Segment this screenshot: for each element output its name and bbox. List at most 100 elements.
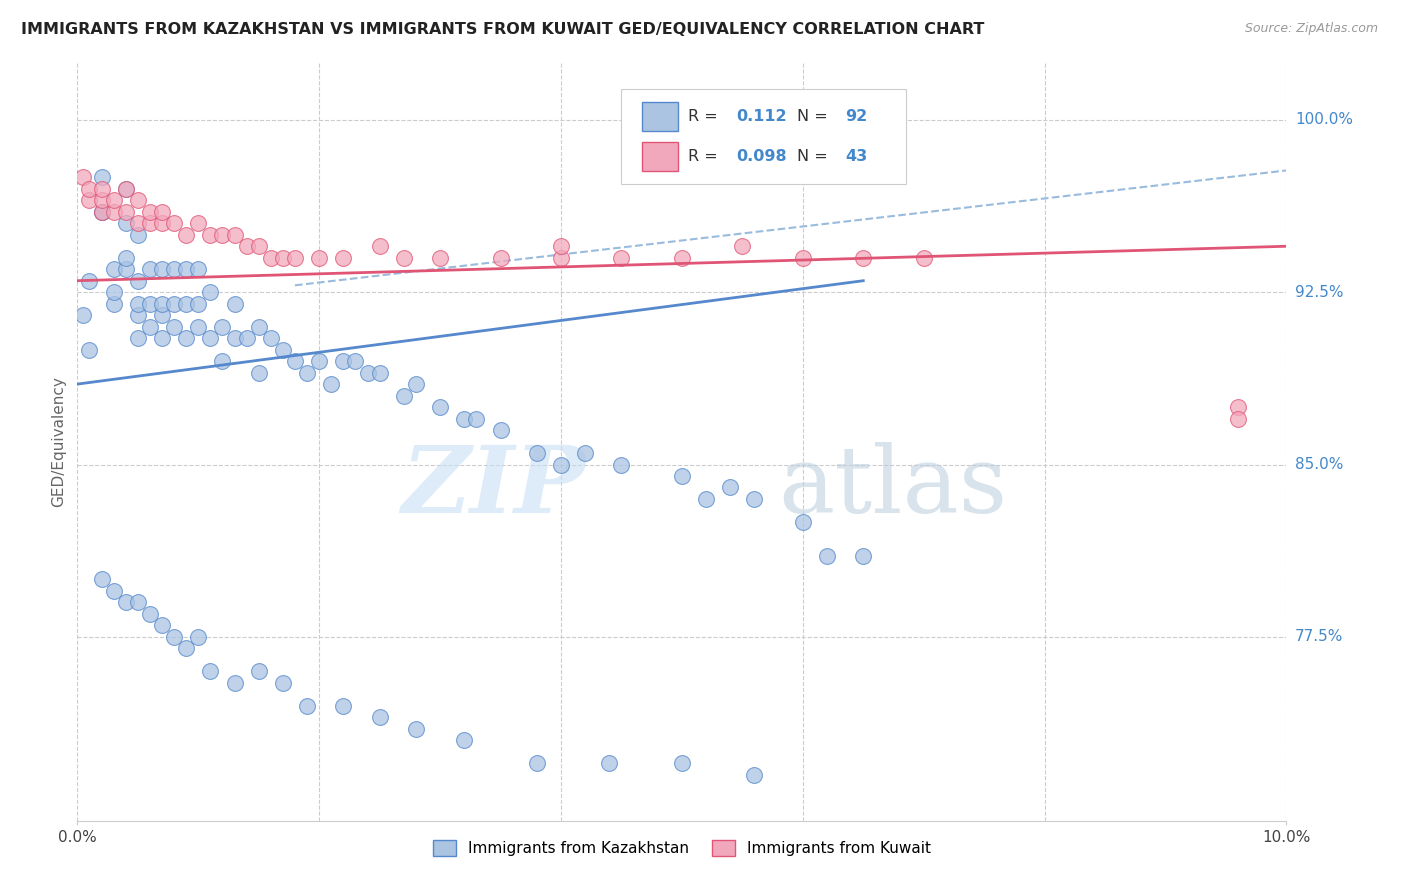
Point <box>815 549 838 564</box>
Point <box>114 262 136 277</box>
Point <box>526 446 548 460</box>
Point <box>139 296 162 310</box>
Text: ZIP: ZIP <box>401 442 585 532</box>
Text: 92: 92 <box>845 109 868 124</box>
Point <box>174 296 197 310</box>
Point <box>912 251 935 265</box>
Point <box>127 595 149 609</box>
Point <box>139 607 162 621</box>
Point <box>271 675 294 690</box>
Point <box>79 194 101 208</box>
Point <box>308 354 330 368</box>
Point <box>187 262 209 277</box>
Point <box>224 675 246 690</box>
Point <box>127 331 149 345</box>
Point <box>127 308 149 322</box>
Point <box>114 182 136 196</box>
Point <box>1227 411 1250 425</box>
Point <box>731 239 754 253</box>
Text: 85.0%: 85.0% <box>1295 457 1343 472</box>
Point <box>405 722 427 736</box>
Point <box>150 216 173 230</box>
Point <box>187 630 209 644</box>
Point <box>368 710 391 724</box>
Point <box>103 583 125 598</box>
Point <box>127 194 149 208</box>
Point <box>200 331 222 345</box>
Point <box>392 388 415 402</box>
Point <box>224 331 246 345</box>
Text: R =: R = <box>688 109 723 124</box>
Point <box>127 296 149 310</box>
Point <box>344 354 367 368</box>
Point <box>114 216 136 230</box>
Point <box>574 446 596 460</box>
Point <box>163 216 186 230</box>
Point <box>489 423 512 437</box>
Point <box>90 204 112 219</box>
Point <box>453 733 475 747</box>
Point <box>79 343 101 357</box>
Point <box>114 204 136 219</box>
Point <box>332 251 354 265</box>
Point <box>114 182 136 196</box>
Point <box>127 216 149 230</box>
Point <box>163 296 186 310</box>
Text: atlas: atlas <box>779 442 1008 532</box>
Point <box>308 251 330 265</box>
Point <box>550 458 572 472</box>
Point <box>695 491 717 506</box>
Point <box>200 285 222 300</box>
Point <box>103 262 125 277</box>
Point <box>150 262 173 277</box>
Point <box>163 630 186 644</box>
Point <box>211 319 233 334</box>
FancyBboxPatch shape <box>621 89 905 184</box>
Point <box>90 194 112 208</box>
Point <box>150 618 173 632</box>
Text: 100.0%: 100.0% <box>1295 112 1353 128</box>
Point <box>163 319 186 334</box>
Point <box>90 573 112 587</box>
Point <box>235 239 257 253</box>
Point <box>139 262 162 277</box>
Text: 0.112: 0.112 <box>737 109 787 124</box>
Point <box>174 262 197 277</box>
Text: N =: N = <box>797 149 832 164</box>
Point <box>139 216 162 230</box>
Point <box>744 491 766 506</box>
Point <box>139 319 162 334</box>
Point <box>718 481 741 495</box>
Point <box>792 251 814 265</box>
Point <box>72 308 94 322</box>
Text: IMMIGRANTS FROM KAZAKHSTAN VS IMMIGRANTS FROM KUWAIT GED/EQUIVALENCY CORRELATION: IMMIGRANTS FROM KAZAKHSTAN VS IMMIGRANTS… <box>21 22 984 37</box>
Point <box>429 400 451 414</box>
Text: R =: R = <box>688 149 723 164</box>
Point <box>127 227 149 242</box>
Point <box>453 411 475 425</box>
Point <box>671 469 693 483</box>
Point <box>174 331 197 345</box>
Point <box>187 296 209 310</box>
Text: 77.5%: 77.5% <box>1295 630 1343 644</box>
Point <box>321 377 343 392</box>
Point <box>103 296 125 310</box>
Text: 92.5%: 92.5% <box>1295 285 1343 300</box>
Point <box>368 366 391 380</box>
Point <box>247 665 270 679</box>
Point <box>90 182 112 196</box>
Point <box>200 227 222 242</box>
Point <box>114 595 136 609</box>
Point <box>103 194 125 208</box>
Point <box>465 411 488 425</box>
Point <box>200 665 222 679</box>
Point <box>284 251 307 265</box>
Point <box>550 251 572 265</box>
Point <box>79 182 101 196</box>
Point <box>429 251 451 265</box>
Point <box>392 251 415 265</box>
Point <box>114 251 136 265</box>
Point <box>852 549 875 564</box>
Point <box>127 274 149 288</box>
Point <box>260 331 283 345</box>
